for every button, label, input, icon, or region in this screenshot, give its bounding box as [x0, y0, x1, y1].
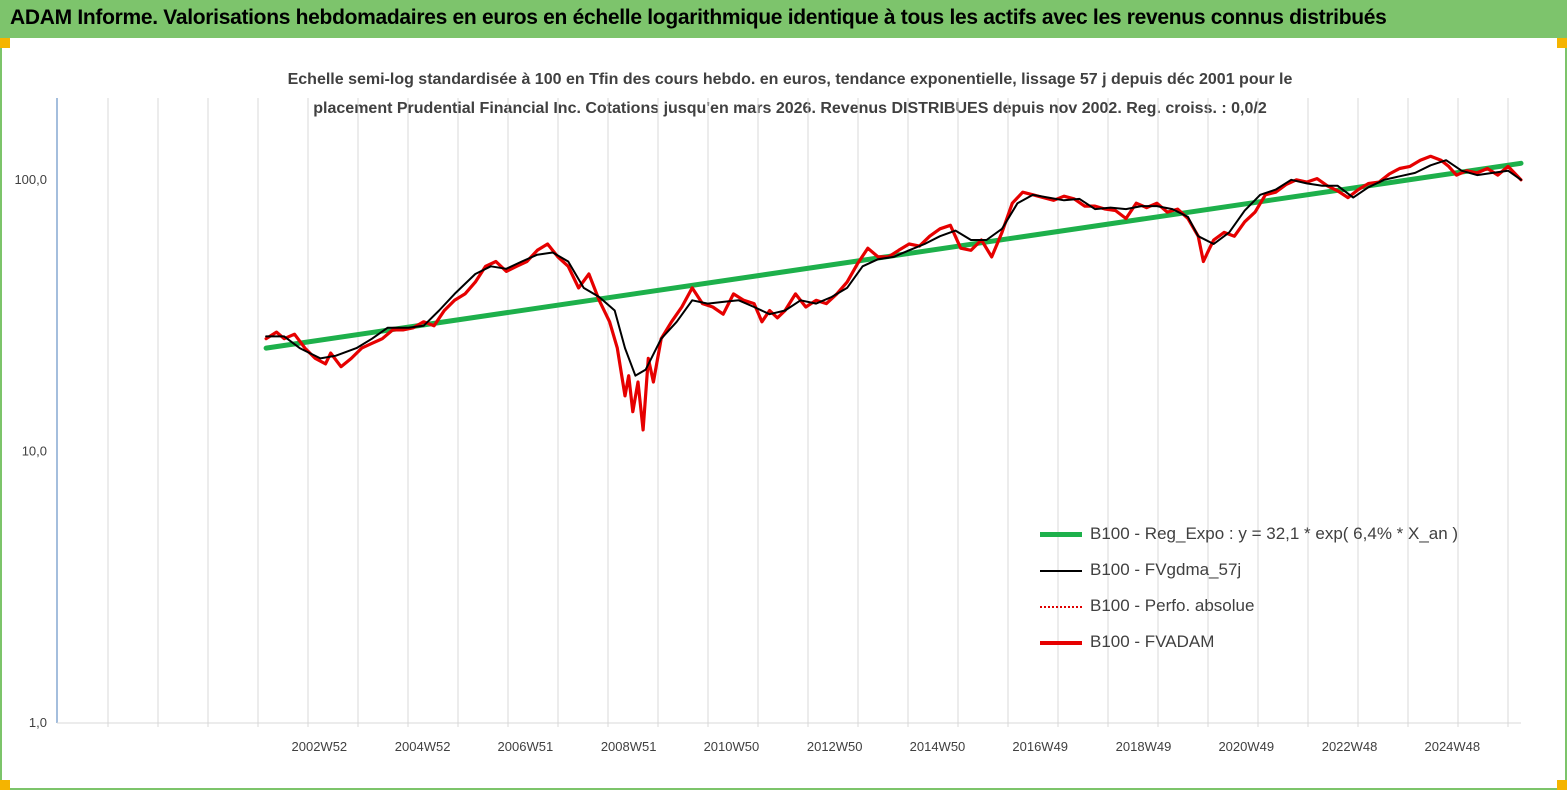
chart-title-line-1: Echelle semi-log standardisée à 100 en T… [287, 71, 1293, 88]
x-tick-label: 2006W51 [498, 739, 554, 754]
x-tick-label: 2002W52 [292, 739, 348, 754]
page-title: ADAM Informe. Valorisations hebdomadaire… [10, 6, 1387, 29]
x-tick-label: 2008W51 [601, 739, 657, 754]
legend-swatch-perf [1040, 606, 1082, 608]
legend-swatch-smooth [1040, 570, 1082, 572]
series-line-fvadam [264, 154, 1523, 432]
chart-title-line-2: placement Prudential Financial Inc. Cota… [313, 100, 1267, 117]
legend-swatch-trend [1040, 532, 1082, 537]
x-tick-label: 2018W49 [1116, 739, 1172, 754]
legend-label-fvadam: B100 - FVADAM [1090, 632, 1215, 651]
corner-marker-top-right [1557, 38, 1567, 48]
x-tick-label: 2014W50 [910, 739, 966, 754]
y-tick-label: 100,0 [14, 172, 47, 187]
legend-label-perf: B100 - Perfo. absolue [1090, 596, 1255, 615]
corner-marker-top-left [0, 38, 10, 48]
x-tick-label: 2004W52 [395, 739, 451, 754]
x-tick-label: 2012W50 [807, 739, 863, 754]
x-tick-label: 2016W49 [1012, 739, 1068, 754]
header-bar: ADAM Informe. Valorisations hebdomadaire… [0, 0, 1567, 38]
corner-marker-bottom-left [0, 780, 10, 790]
legend-swatch-fvadam [1040, 641, 1082, 645]
x-tick-label: 2022W48 [1322, 739, 1378, 754]
series-line-smooth [265, 159, 1522, 377]
corner-marker-bottom-right [1557, 780, 1567, 790]
series-line-trend [263, 160, 1524, 351]
y-tick-label: 10,0 [22, 443, 47, 458]
y-tick-label: 1,0 [29, 715, 47, 730]
legend-label-smooth: B100 - FVgdma_57j [1090, 560, 1242, 579]
x-tick-label: 2020W49 [1218, 739, 1274, 754]
x-tick-label: 2024W48 [1424, 739, 1480, 754]
legend-label-trend: B100 - Reg_Expo : y = 32,1 * exp( 6,4% *… [1090, 524, 1459, 543]
x-tick-label: 2010W50 [704, 739, 760, 754]
